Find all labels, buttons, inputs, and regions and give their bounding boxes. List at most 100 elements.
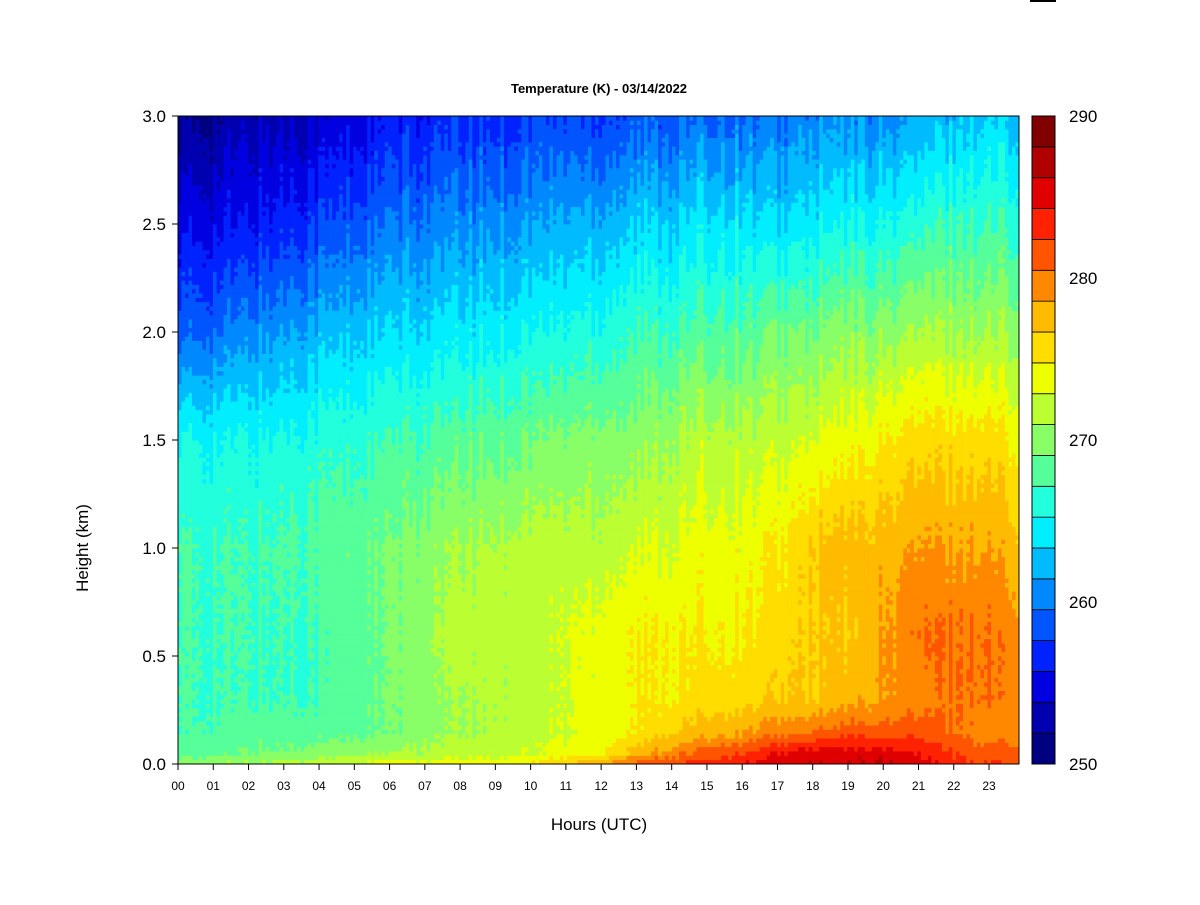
heatmap-cell [238,613,242,618]
heatmap-cell [203,695,207,700]
heatmap-cell [266,444,270,449]
heatmap-cell [231,565,235,570]
heatmap-cell [234,228,238,233]
heatmap-cell [231,496,235,501]
heatmap-cell [210,263,214,268]
heatmap-cell [185,742,189,747]
heatmap-cell [203,341,207,346]
heatmap-cell [231,267,235,272]
heatmap-cell [255,665,259,670]
heatmap-cell [178,172,182,177]
heatmap-cell [227,470,231,475]
heatmap-cell [178,587,182,592]
heatmap-cell [210,215,214,220]
heatmap-cell [178,392,182,397]
heatmap-cell [199,384,203,389]
heatmap-cell [255,574,259,579]
heatmap-cell [182,608,186,613]
heatmap-cell [192,617,196,622]
heatmap-cell [217,323,221,328]
heatmap-cell [210,708,214,713]
heatmap-cell [185,228,189,233]
heatmap-cell [224,293,228,298]
heatmap-cell [245,328,249,333]
heatmap-cell [245,250,249,255]
heatmap-cell [231,401,235,406]
heatmap-cell [234,254,238,259]
heatmap-cell [262,181,266,186]
heatmap-cell [203,401,207,406]
heatmap-cell [217,453,221,458]
heatmap-cell [255,228,259,233]
heatmap-cell [245,725,249,730]
heatmap-cell [224,146,228,151]
heatmap-cell [189,704,193,709]
heatmap-cell [199,634,203,639]
heatmap-cell [196,328,200,333]
heatmap-cell [252,380,256,385]
heatmap-cell [213,315,217,320]
heatmap-cell [213,591,217,596]
heatmap-cell [238,444,242,449]
heatmap-cell [217,176,221,181]
heatmap-cell [234,505,238,510]
heatmap-cell [189,159,193,164]
heatmap-cell [189,708,193,713]
heatmap-cell [178,164,182,169]
heatmap-cell [185,587,189,592]
heatmap-cell [224,600,228,605]
heatmap-cell [231,233,235,238]
heatmap-cell [213,367,217,372]
heatmap-cell [185,440,189,445]
heatmap-cell [210,423,214,428]
heatmap-cell [192,613,196,618]
heatmap-cell [255,500,259,505]
heatmap-cell [231,665,235,670]
heatmap-cell [238,116,242,121]
heatmap-cell [199,565,203,570]
heatmap-cell [262,699,266,704]
heatmap-cell [199,159,203,164]
heatmap-cell [189,665,193,670]
heatmap-cell [238,233,242,238]
heatmap-cell [234,207,238,212]
heatmap-cell [178,280,182,285]
heatmap-cell [227,500,231,505]
heatmap-cell [206,176,210,181]
heatmap-cell [185,755,189,760]
heatmap-cell [199,531,203,536]
heatmap-cell [259,500,263,505]
heatmap-cell [213,751,217,756]
heatmap-cell [182,380,186,385]
heatmap-cell [255,470,259,475]
heatmap-cell [189,138,193,143]
heatmap-cell [227,297,231,302]
heatmap-cell [259,284,263,289]
heatmap-cell [252,367,256,372]
heatmap-cell [220,608,224,613]
heatmap-cell [252,237,256,242]
heatmap-cell [192,708,196,713]
heatmap-cell [213,172,217,177]
heatmap-cell [189,336,193,341]
heatmap-cell [189,457,193,462]
heatmap-cell [224,189,228,194]
heatmap-cell [255,159,259,164]
heatmap-cell [196,453,200,458]
heatmap-cell [199,596,203,601]
heatmap-cell [178,224,182,229]
heatmap-cell [252,561,256,566]
heatmap-cell [213,250,217,255]
heatmap-cell [248,341,252,346]
heatmap-cell [220,345,224,350]
heatmap-cell [199,725,203,730]
heatmap-cell [262,565,266,570]
heatmap-cell [196,574,200,579]
heatmap-cell [196,617,200,622]
heatmap-cell [234,552,238,557]
heatmap-cell [213,518,217,523]
heatmap-cell [241,678,245,683]
heatmap-cell [185,496,189,501]
heatmap-cell [248,704,252,709]
heatmap-cell [178,695,182,700]
